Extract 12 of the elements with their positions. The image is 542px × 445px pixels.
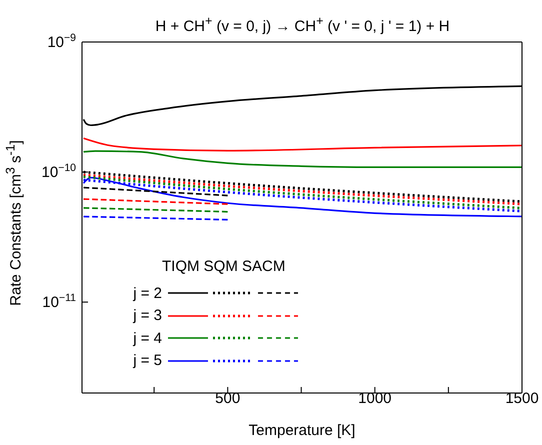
legend-label: j = 2: [132, 284, 162, 302]
legend-title: TIQM SQM SACM: [162, 258, 286, 277]
legend-label: j = 4: [132, 330, 162, 347]
legend-label: j = 5: [132, 352, 162, 370]
legend-label: j = 3: [132, 307, 162, 324]
line-series: [82, 150, 522, 168]
x-axis-title: Temperature [K]: [248, 422, 356, 439]
chart-title: H + CH$^{+}$ (v = 0, j) → CH$^{+}$ (v ' = 0, j ' = 1) + H: [154, 14, 451, 35]
line-series: [82, 137, 522, 152]
y-tick-label: 10$^{−11}$: [42, 292, 76, 312]
y-tick-label: 10$^{−9}$: [47, 32, 76, 51]
y-tick-label: 10$^{−10}$: [42, 162, 76, 182]
